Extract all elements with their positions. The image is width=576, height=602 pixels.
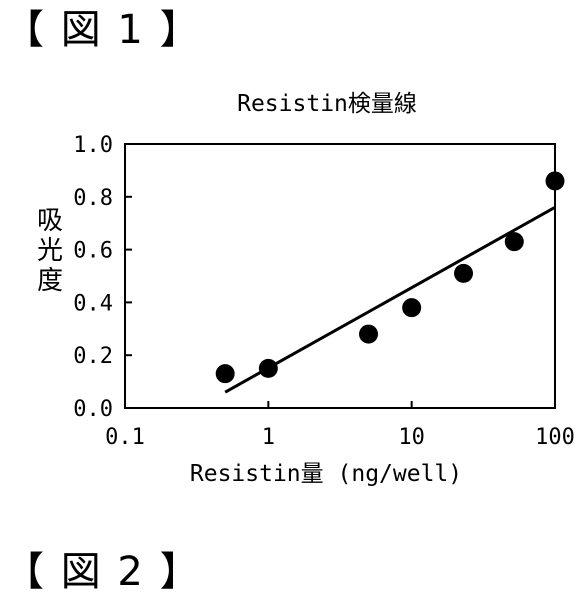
data-point	[258, 358, 278, 378]
data-point	[215, 364, 235, 384]
plot-area-frame	[124, 143, 556, 409]
x-tick-label: 0.1	[105, 425, 145, 450]
chart-title: Resistin検量線	[237, 91, 417, 117]
y-axis-label-char: 光	[37, 236, 63, 266]
data-point	[359, 324, 379, 344]
y-tick-label: 0.8	[73, 186, 113, 211]
calibration-chart: Resistin検量線 0.0 0.2 0.4 0.6 0.8 1.0 0.1 1 10 100…	[37, 91, 575, 487]
y-tick-label: 0.6	[73, 239, 113, 264]
data-points	[215, 171, 565, 384]
y-tick-label: 0.2	[73, 344, 113, 369]
x-tick-label: 100	[535, 425, 575, 450]
y-tick-label: 0.4	[73, 291, 113, 316]
x-tick-label: 10	[398, 425, 425, 450]
fit-line-group	[224, 206, 556, 394]
y-tick-label: 1.0	[73, 133, 113, 158]
data-point	[545, 171, 565, 191]
data-point	[454, 263, 474, 283]
x-tick-label: 1	[262, 425, 275, 450]
data-point	[402, 298, 422, 318]
y-axis-ticks: 0.0 0.2 0.4 0.6 0.8 1.0	[73, 133, 132, 422]
x-axis-ticks: 0.1 1 10 100	[105, 401, 575, 450]
regression-line	[224, 206, 556, 394]
x-axis-label: Resistin量 (ng/well)	[190, 461, 462, 487]
y-tick-label: 0.0	[73, 397, 113, 422]
data-point	[504, 232, 524, 252]
y-axis-label-char: 吸	[37, 206, 63, 236]
figure-2-label: 【 図 2 】	[4, 549, 202, 595]
y-axis-label: 吸光度	[37, 206, 63, 296]
figure-1-label: 【 図 1 】	[4, 7, 202, 53]
y-axis-label-char: 度	[37, 266, 63, 296]
